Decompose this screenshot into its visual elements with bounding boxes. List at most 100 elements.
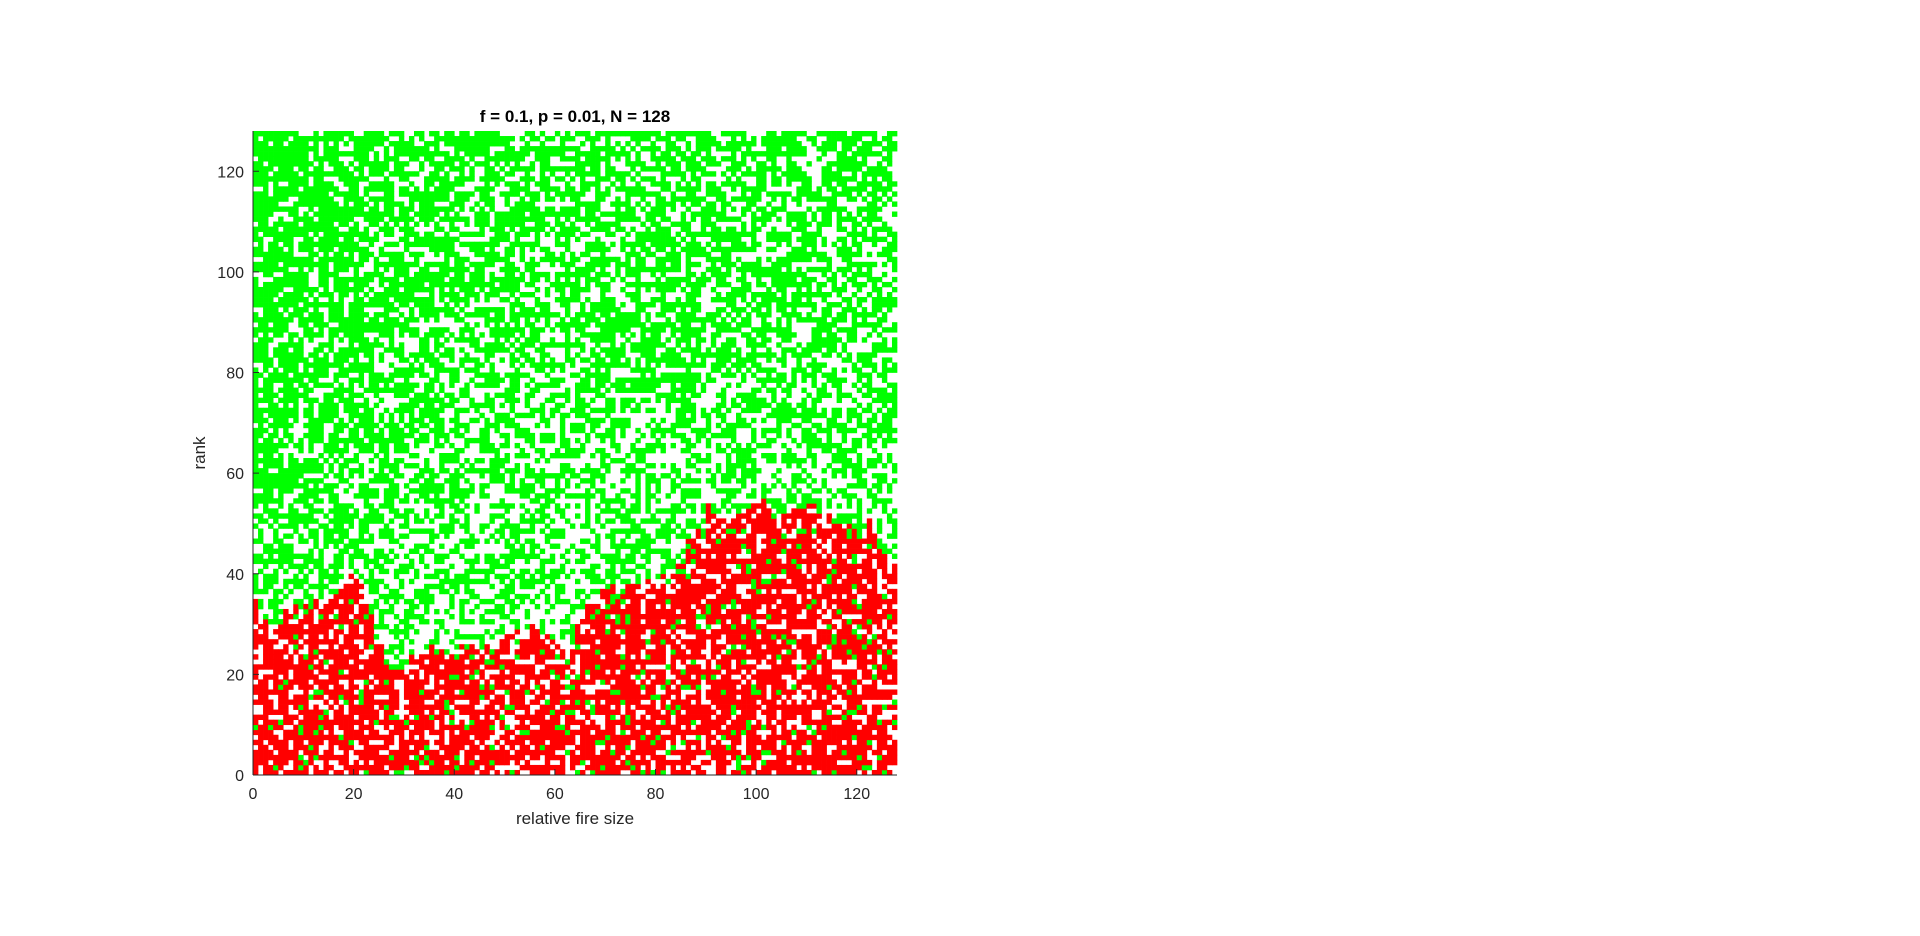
tree-cell — [298, 136, 304, 142]
tree-cell — [378, 473, 385, 479]
tree-cell — [293, 141, 299, 147]
tree-cell — [268, 583, 274, 590]
fire-cell — [529, 669, 536, 675]
tree-cell — [539, 141, 546, 147]
tree-cell — [449, 528, 455, 534]
tree-cell — [373, 322, 380, 328]
tree-cell — [273, 508, 279, 514]
tree-cell — [474, 136, 480, 142]
fire-cell — [368, 754, 375, 761]
fire-cell — [469, 699, 475, 705]
tree-cell — [318, 593, 324, 600]
fire-cell — [343, 729, 349, 736]
tree-cell — [383, 181, 390, 187]
tree-cell — [414, 146, 420, 152]
tree-cell — [323, 659, 329, 665]
tree-cell — [338, 166, 344, 172]
tree-cell — [424, 493, 430, 499]
tree-cell — [363, 312, 370, 318]
tree-cell — [333, 528, 339, 534]
fire-cell — [439, 744, 445, 751]
tree-cell — [388, 468, 395, 474]
tree-cell — [549, 337, 556, 343]
tree-cell — [358, 256, 365, 263]
tree-cell — [514, 367, 521, 373]
tree-cell — [313, 563, 319, 570]
tree-cell — [408, 614, 415, 620]
tree-cell — [258, 337, 264, 343]
fire-cell — [263, 689, 269, 695]
tree-cell — [338, 508, 344, 514]
tree-cell — [253, 302, 259, 308]
tree-cell — [429, 382, 435, 388]
tree-cell — [514, 453, 521, 459]
tree-cell — [363, 211, 370, 217]
tree-cell — [293, 573, 299, 580]
tree-cell — [434, 342, 440, 348]
tree-cell — [338, 463, 344, 469]
fire-cell — [358, 669, 365, 675]
fire-cell — [434, 759, 440, 766]
fire-cell — [263, 769, 269, 776]
tree-cell — [504, 236, 510, 243]
tree-cell — [328, 216, 334, 222]
tree-cell — [258, 498, 264, 504]
fire-cell — [293, 729, 299, 736]
fire-cell — [459, 724, 465, 731]
tree-cell — [469, 593, 475, 600]
tree-cell — [343, 332, 349, 338]
tree-cell — [424, 392, 430, 399]
tree-cell — [368, 538, 375, 544]
fire-cell — [419, 734, 425, 741]
tree-cell — [519, 151, 526, 157]
tree-cell — [539, 513, 546, 519]
tree-cell — [383, 437, 390, 444]
fire-cell — [333, 674, 339, 680]
fire-cell — [318, 649, 324, 655]
tree-cell — [313, 427, 319, 434]
tree-cell — [489, 332, 495, 338]
tree-cell — [313, 146, 319, 152]
fire-cell — [489, 719, 495, 726]
tree-cell — [419, 558, 425, 565]
tree-cell — [469, 377, 475, 383]
fire-cell — [323, 719, 329, 726]
tree-cell — [529, 578, 536, 585]
tree-cell — [288, 468, 294, 474]
fire-cell — [288, 754, 294, 761]
tree-cell — [419, 302, 425, 308]
fire-cell — [449, 689, 455, 695]
tree-cell — [308, 251, 314, 258]
fire-cell — [484, 759, 490, 766]
tree-cell — [509, 171, 515, 177]
tree-cell — [383, 327, 390, 333]
fire-cell — [484, 769, 490, 776]
tree-cell — [338, 251, 344, 258]
tree-cell — [444, 468, 450, 474]
tree-cell — [293, 634, 299, 640]
tree-cell — [368, 302, 375, 308]
fire-cell — [263, 619, 269, 625]
tree-cell — [278, 151, 284, 157]
tree-cell — [268, 317, 274, 323]
fire-cell — [298, 669, 304, 675]
tree-cell — [403, 261, 410, 268]
tree-cell — [514, 619, 521, 625]
tree-cell — [308, 432, 314, 439]
fire-cell — [459, 694, 465, 700]
tree-cell — [318, 578, 324, 585]
tree-cell — [373, 634, 380, 640]
tree-cell — [434, 136, 440, 142]
tree-cell — [333, 573, 339, 580]
tree-cell — [499, 342, 505, 348]
tree-cell — [383, 302, 390, 308]
tree-cell — [519, 412, 526, 419]
tree-cell — [348, 216, 354, 222]
fire-cell — [529, 754, 536, 761]
fire-cell — [439, 754, 445, 761]
tree-cell — [283, 427, 289, 434]
tree-cell — [514, 201, 521, 207]
tree-cell — [479, 307, 485, 313]
tree-cell — [363, 236, 370, 243]
fire-cell — [539, 684, 546, 690]
